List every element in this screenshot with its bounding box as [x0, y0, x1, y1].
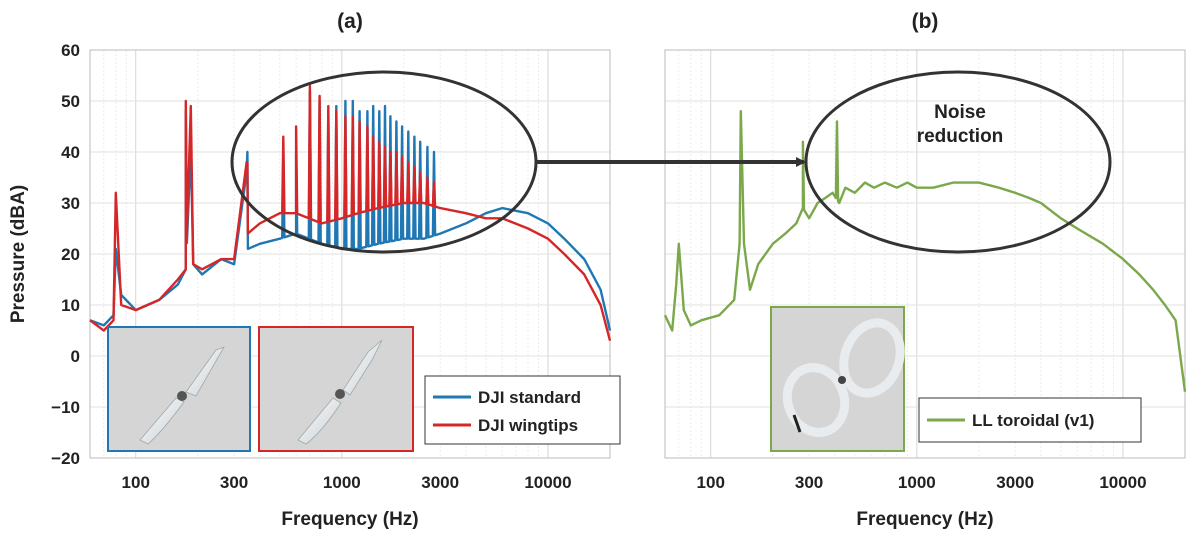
series-line-ll-toroidal-v1 [663, 110, 1187, 392]
y-tick-label: 20 [61, 245, 80, 264]
y-tick-label: 40 [61, 143, 80, 162]
y-tick-label: 60 [61, 41, 80, 60]
y-tick-label: 50 [61, 92, 80, 111]
panel-b-title: (b) [912, 10, 939, 33]
x-tick-label: 100 [697, 473, 725, 492]
x-tick-label: 300 [220, 473, 248, 492]
panel-b-legend: LL toroidal (v1) [918, 397, 1142, 443]
series-line-dji-wingtips [89, 84, 612, 342]
x-tick-label: 100 [122, 473, 150, 492]
x-tick-label: 3000 [996, 473, 1034, 492]
panel-a-x-ticks: 100 300 1000 3000 10000 [122, 473, 572, 492]
x-tick-label: 10000 [524, 473, 571, 492]
panel-b-series [663, 110, 1187, 392]
y-tick-label: 10 [61, 296, 80, 315]
y-tick-label: −10 [51, 398, 80, 417]
y-tick-label: 0 [71, 347, 80, 366]
x-tick-label: 1000 [898, 473, 936, 492]
panel-a-title: (a) [337, 10, 363, 33]
panel-b-x-ticks: 100 300 1000 3000 10000 [697, 473, 1147, 492]
panel-a-series [89, 84, 612, 342]
panel-b: (b) 100 300 1000 3000 10000 Frequency (Hz) L… [663, 10, 1187, 530]
panel-a-ylabel: Pressure (dBA) [8, 185, 29, 323]
noise-reduction-annotation: Noise reduction [917, 102, 1004, 147]
panel-a-legend: DJI standard DJI wingtips [424, 375, 621, 445]
noise-ellipse-b [804, 70, 1112, 254]
legend-label-ll-toroidal: LL toroidal (v1) [972, 411, 1094, 430]
panel-b-frame [664, 49, 1186, 459]
panel-a-xlabel: Frequency (Hz) [281, 509, 418, 530]
panel-b-grid [664, 49, 1186, 459]
x-tick-label: 1000 [323, 473, 361, 492]
dji-standard-propeller-image [107, 326, 251, 452]
panel-a-y-ticks: −20 −10 0 10 20 30 40 50 60 [51, 41, 80, 468]
ll-toroidal-propeller-image [770, 306, 905, 452]
legend-label-dji-standard: DJI standard [478, 388, 581, 407]
panel-b-xlabel: Frequency (Hz) [856, 509, 993, 530]
x-tick-label: 300 [795, 473, 823, 492]
legend-label-dji-wingtips: DJI wingtips [478, 416, 578, 435]
y-tick-label: 30 [61, 194, 80, 213]
series-line-dji-standard [89, 89, 612, 331]
dji-wingtips-propeller-image [258, 326, 414, 452]
x-tick-label: 10000 [1099, 473, 1146, 492]
panel-a-frame [89, 49, 611, 459]
x-tick-label: 3000 [421, 473, 459, 492]
y-tick-label: −20 [51, 449, 80, 468]
